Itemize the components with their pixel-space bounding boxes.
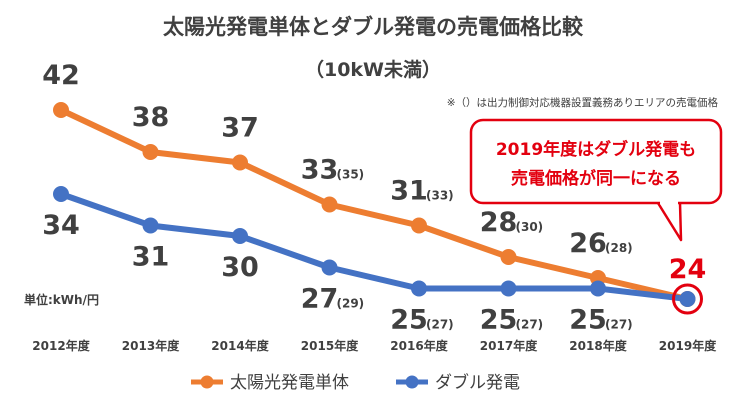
data-label: 37 <box>221 113 259 144</box>
x-tick-label: 2013年度 <box>122 338 180 353</box>
data-point <box>411 217 427 234</box>
data-label: 31 <box>132 242 170 273</box>
highlight-ring <box>672 283 703 315</box>
chart-subtitle: （10kW未満） <box>305 58 441 81</box>
x-tick-label: 2019年度 <box>659 338 717 353</box>
data-sublabel: (29) <box>337 297 365 311</box>
data-label: 33 <box>301 155 339 186</box>
data-point <box>232 228 248 244</box>
data-sublabel: (30) <box>516 220 544 234</box>
callout-box <box>469 118 723 205</box>
data-label: 38 <box>132 102 170 133</box>
series-line-0 <box>58 107 691 302</box>
data-sublabel: (27) <box>605 318 633 332</box>
data-sublabel: (33) <box>426 189 454 203</box>
data-point <box>679 291 696 307</box>
legend-marker-solar <box>200 375 214 389</box>
data-point <box>232 154 248 171</box>
chart-note: ※（）は出力制御対応機器設置義務ありエリアの売電価格 <box>447 96 719 109</box>
legend-label-solar: 太陽光発電単体 <box>230 373 349 393</box>
plot-area: 2012年度 2013年度 2014年度 2015年度 2016年度 2017年度 2018… <box>32 60 717 353</box>
x-tick-label: 2015年度 <box>301 338 359 353</box>
data-sublabel: (27) <box>516 318 544 332</box>
x-tick-label: 2012年度 <box>32 338 90 353</box>
data-point <box>500 249 517 265</box>
data-sublabel: (28) <box>605 241 633 255</box>
data-label: 42 <box>42 60 80 91</box>
data-point <box>142 217 159 234</box>
x-tick-label: 2018年度 <box>569 338 627 353</box>
callout-line-1: 2019年度はダブル発電も <box>496 139 696 160</box>
data-point <box>142 144 159 160</box>
data-label: 25 <box>480 305 518 336</box>
callout: 2019年度はダブル発電も 売電価格が同一になる <box>469 118 723 242</box>
data-point <box>411 280 427 297</box>
data-label: 25 <box>569 305 607 336</box>
x-tick-label: 2014年度 <box>211 338 269 353</box>
data-label: 30 <box>221 252 259 283</box>
series-line-1 <box>58 191 691 302</box>
data-point <box>53 186 69 202</box>
data-label: 28 <box>480 207 518 238</box>
legend-label-double: ダブル発電 <box>435 372 520 393</box>
data-label: 26 <box>569 228 607 259</box>
data-point <box>500 280 517 297</box>
legend: 太陽光発電単体 ダブル発電 <box>191 372 520 393</box>
callout-line-2: 売電価格が同一になる <box>511 168 681 189</box>
x-tick-label: 2017年度 <box>480 338 538 353</box>
data-sublabel: (27) <box>426 318 454 332</box>
x-tick-label: 2016年度 <box>390 338 448 353</box>
unit-label: 単位:kWh/円 <box>24 292 99 307</box>
chart-title: 太陽光発電単体とダブル発電の売電価格比較 <box>163 15 584 39</box>
data-sublabel: (35) <box>337 168 365 182</box>
data-point <box>321 196 338 213</box>
data-point <box>53 102 69 118</box>
highlight-value-label: 24 <box>669 254 707 285</box>
data-label: 31 <box>390 176 428 207</box>
legend-marker-double <box>405 375 419 389</box>
data-point <box>590 280 606 297</box>
data-label: 27 <box>301 284 339 315</box>
data-label: 34 <box>42 210 80 241</box>
callout-pointer <box>656 202 683 242</box>
data-label: 25 <box>390 305 428 336</box>
data-point <box>321 259 338 276</box>
